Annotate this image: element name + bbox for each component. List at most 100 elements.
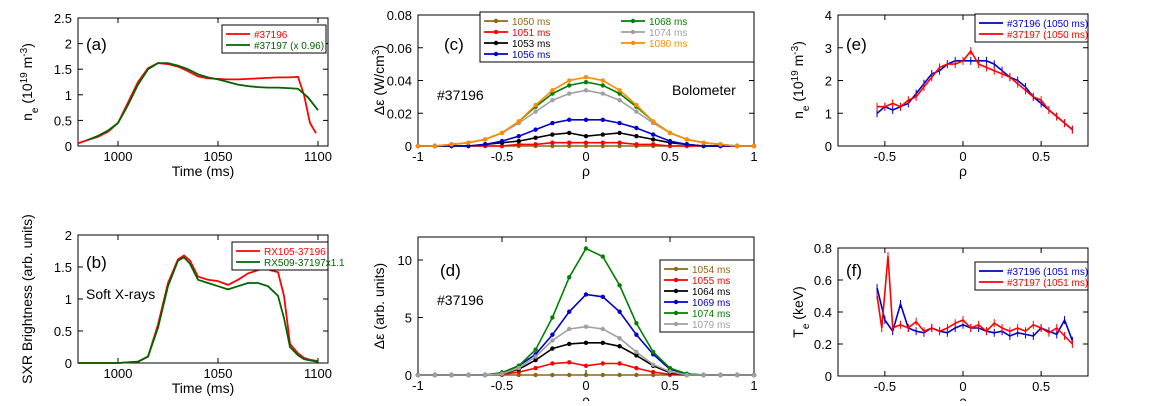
legend-marker	[630, 40, 636, 46]
data-point	[550, 338, 555, 343]
data-point	[684, 142, 689, 147]
data-point	[567, 140, 572, 145]
data-point	[617, 336, 622, 341]
x-axis-label: Time (ms)	[172, 163, 234, 179]
data-point	[550, 132, 555, 137]
data-point	[550, 332, 555, 337]
data-point	[735, 143, 740, 149]
data-point	[567, 275, 572, 280]
data-point	[617, 283, 622, 288]
data-point	[567, 78, 572, 83]
y-tick-label: 4	[825, 8, 832, 23]
data-point	[718, 372, 723, 378]
legend-entry: RX105-37196	[264, 247, 326, 258]
data-point	[583, 88, 589, 93]
data-point	[667, 130, 673, 136]
data-point	[550, 361, 555, 366]
x-tick-label: 1050	[204, 149, 233, 164]
data-point	[634, 109, 639, 114]
legend-entry: 1080 ms	[649, 39, 687, 50]
data-point	[600, 140, 605, 145]
data-point	[466, 372, 471, 378]
y-tick-label: 2	[65, 37, 72, 52]
data-point	[718, 142, 723, 147]
data-point	[516, 365, 521, 371]
data-point	[617, 372, 622, 378]
x-tick-label: -0.5	[491, 378, 513, 393]
legend-box-e	[974, 13, 1089, 43]
shot-label: #37196	[437, 292, 484, 308]
data-point	[651, 137, 656, 142]
legend-entry: 1074 ms	[649, 28, 687, 39]
legend-entry: #37197 (1051 ms)	[1007, 278, 1088, 289]
data-point	[751, 143, 757, 149]
legend-entry: 1074 ms	[692, 309, 730, 320]
data-point	[583, 324, 589, 329]
data-point	[432, 143, 437, 149]
data-point	[449, 142, 454, 147]
x-tick-label: -1	[412, 149, 424, 164]
data-point	[550, 91, 555, 96]
data-point	[634, 321, 639, 326]
x-tick-label: 1000	[104, 149, 133, 164]
data-point	[583, 75, 589, 80]
legend-marker	[673, 288, 679, 294]
y-tick-label: 1.5	[54, 62, 72, 77]
y-tick-label: 2	[825, 74, 832, 89]
legend-entry: #37196	[254, 30, 288, 41]
data-point	[533, 109, 538, 114]
data-point	[533, 357, 538, 363]
x-tick-label: 1	[750, 149, 757, 164]
y-tick-label: 0	[65, 356, 72, 371]
data-point	[583, 79, 589, 85]
y-tick-label: 0	[405, 139, 412, 154]
y-tick-label: 2	[65, 228, 72, 243]
y-tick-label: 0	[825, 139, 832, 154]
legend-entry: 1079 ms	[692, 320, 730, 331]
y-tick-label: 1	[825, 106, 832, 121]
y-tick-label: 0.06	[387, 41, 412, 56]
x-axis-label: ρ	[959, 163, 967, 179]
y-tick-label: 0	[825, 369, 832, 384]
data-point	[617, 344, 622, 349]
panel-label: (f)	[846, 261, 862, 280]
y-tick-label: 0.5	[54, 113, 72, 128]
legend-entry: 1064 ms	[692, 287, 730, 298]
y-tick-label: 0.5	[54, 324, 72, 339]
data-point	[701, 143, 706, 149]
data-point	[684, 137, 689, 142]
y-tick-label: 0.4	[814, 305, 832, 320]
data-point	[533, 135, 538, 141]
y-tick-label: 0.08	[387, 8, 412, 23]
data-point	[617, 120, 622, 126]
data-point	[550, 315, 555, 320]
y-tick-label: 0.8	[814, 241, 832, 256]
data-point	[550, 346, 555, 351]
legend-marker	[673, 310, 679, 316]
data-point	[567, 130, 572, 136]
panel-label: (c)	[444, 35, 464, 54]
x-axis-label: Time (ms)	[172, 380, 234, 396]
data-point	[533, 347, 538, 352]
y-tick-label: 0.02	[387, 106, 412, 121]
x-tick-label: 0.5	[1032, 149, 1050, 164]
y-tick-label: 0.6	[814, 273, 832, 288]
chart-panel-c: -1 -0.5 0 0.5 1 0 0.02 0.04 0.06 0.08 ρ Δε (W/cm3) (…	[371, 8, 758, 179]
data-point	[516, 119, 521, 124]
data-point	[735, 372, 740, 378]
legend-entry: #37197 (1050 ms)	[1007, 30, 1088, 41]
x-tick-label: 0	[582, 149, 589, 164]
data-point	[583, 133, 589, 139]
data-point	[684, 372, 689, 378]
x-tick-label: 0.5	[661, 149, 679, 164]
data-point	[617, 88, 622, 93]
data-point	[550, 140, 555, 145]
legend-marker	[673, 321, 679, 327]
data-point	[583, 292, 589, 297]
legend-marker	[673, 299, 679, 305]
data-point	[533, 372, 538, 378]
data-point	[550, 97, 555, 103]
series-line-e-1	[877, 49, 1073, 131]
data-point	[533, 354, 538, 359]
legend-box-f	[974, 261, 1089, 291]
